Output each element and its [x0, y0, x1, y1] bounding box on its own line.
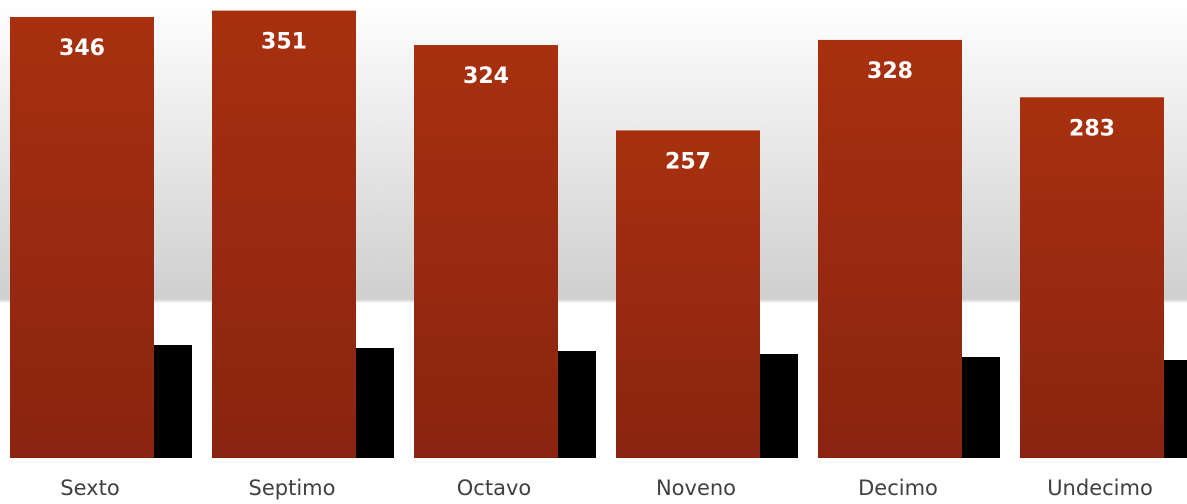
bar-shadow: [1160, 360, 1187, 458]
bars-layer: [10, 10, 1187, 459]
bar-decimo: [818, 39, 962, 458]
category-label: Noveno: [656, 476, 736, 500]
bar-shadow: [756, 354, 798, 458]
bar-septimo: [212, 10, 356, 459]
data-label: 328: [867, 59, 913, 84]
data-label: 257: [665, 149, 711, 174]
category-label: Octavo: [457, 476, 531, 500]
bar-sexto: [10, 16, 154, 458]
data-label: 283: [1069, 116, 1115, 141]
data-label: 324: [463, 64, 509, 89]
category-label: Septimo: [249, 476, 336, 500]
category-label: Sexto: [60, 476, 119, 500]
bar-octavo: [414, 45, 558, 458]
data-label: 351: [261, 30, 307, 55]
data-label: 346: [59, 36, 105, 61]
category-label: Undecimo: [1047, 476, 1153, 500]
bar-undecimo: [1020, 97, 1164, 458]
bar-noveno: [616, 130, 760, 458]
labels-layer: 346 Sexto 351 Septimo 324 Octavo 257 Noveno 328 D…: [59, 30, 1153, 500]
bar-shadow: [352, 348, 394, 458]
category-label: Decimo: [858, 476, 938, 500]
bar-shadow: [958, 357, 1000, 458]
bar-shadow: [554, 351, 596, 458]
bar-shadow: [150, 345, 192, 458]
